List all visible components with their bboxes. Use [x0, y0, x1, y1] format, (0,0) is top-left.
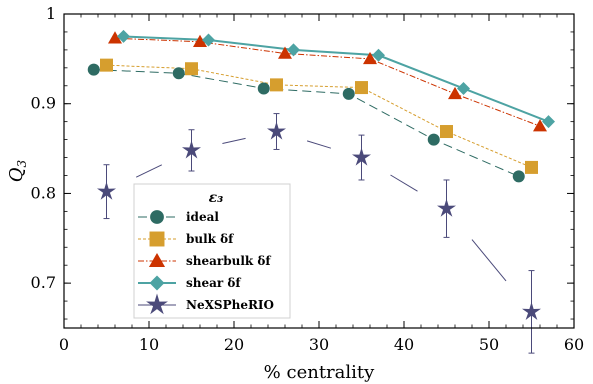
legend-item-ideal: ideal: [138, 210, 219, 224]
data-point-shear-f: [457, 81, 470, 95]
y-axis-title-main: Q: [6, 167, 27, 182]
data-point-nexspherio: [351, 147, 372, 166]
data-point-shearbulk-f: [533, 119, 547, 132]
data-point-ideal: [512, 170, 525, 183]
series-line-nexspherio: [390, 174, 418, 192]
y-axis-title: Q3: [6, 159, 29, 182]
data-point-shear-f: [117, 29, 130, 43]
legend-marker-shearbulk-f: [148, 252, 166, 268]
data-point-shear-f: [372, 48, 385, 62]
y-tick-label: 0.7: [31, 273, 56, 292]
legend-marker-shear-f: [149, 275, 165, 291]
series-markers: [87, 29, 555, 320]
series-line-shearbulk-f: [114, 37, 541, 127]
series-line-nexspherio: [306, 140, 332, 149]
x-tick-label: 40: [394, 335, 414, 354]
y-axis-title-sub: 3: [15, 159, 29, 167]
legend-title: ε₃: [209, 190, 224, 206]
x-tick-label: 20: [224, 335, 244, 354]
legend-box: [133, 183, 291, 319]
legend-label-ideal: ideal: [186, 210, 219, 224]
data-point-shearbulk-f: [363, 51, 377, 65]
data-point-ideal: [87, 63, 100, 76]
data-point-ideal: [342, 87, 355, 100]
data-point-ideal: [427, 133, 440, 146]
axis-ticks: 0 10 20 30 40 50 60 0.7 0.8 0.9 1: [31, 4, 585, 354]
data-point-nexspherio: [436, 198, 457, 217]
data-point-bulk-f: [100, 58, 113, 72]
data-point-bulk-f: [355, 81, 368, 95]
data-point-bulk-f: [525, 160, 538, 174]
data-point-shearbulk-f: [278, 46, 292, 59]
y-tick-label: 0.8: [31, 183, 56, 202]
series-line-bulk-f: [106, 64, 532, 168]
legend-item-shear-f: shear δf: [138, 275, 241, 291]
legend-item-nexspherio: NeXSPheRIO: [138, 293, 274, 315]
y-tick-label: 1: [46, 4, 56, 23]
data-point-nexspherio: [181, 140, 202, 159]
data-point-ideal: [172, 67, 185, 80]
data-point-shearbulk-f: [448, 86, 462, 100]
x-axis-title: % centrality: [264, 362, 375, 383]
legend-label-bulk-f: bulk δf: [186, 232, 234, 246]
x-tick-label: 50: [479, 335, 499, 354]
series-line-nexspherio: [471, 239, 507, 282]
legend-label-shear-f: shear δf: [186, 276, 241, 290]
legend-marker-bulk-f: [149, 231, 165, 247]
series-line-ideal: [93, 69, 519, 177]
x-tick-label: 30: [309, 335, 329, 354]
series-line-nexspherio: [222, 137, 246, 145]
data-point-bulk-f: [440, 125, 453, 139]
data-point-shear-f: [202, 33, 215, 47]
x-tick-label: 0: [59, 335, 69, 354]
legend-item-shearbulk-f: shearbulk δf: [138, 252, 271, 268]
data-point-shearbulk-f: [193, 34, 207, 48]
data-point-bulk-f: [270, 78, 283, 92]
data-point-nexspherio: [96, 181, 117, 200]
y-tick-label: 0.9: [31, 94, 56, 113]
x-tick-label: 10: [139, 335, 159, 354]
data-point-shear-f: [287, 43, 300, 57]
x-tick-label: 60: [564, 335, 584, 354]
series-line-nexspherio: [135, 164, 163, 178]
data-point-shearbulk-f: [108, 31, 122, 44]
data-point-shear-f: [542, 115, 555, 129]
legend-marker-nexspherio: [146, 293, 168, 315]
legend-label-nexspherio: NeXSPheRIO: [186, 298, 274, 312]
data-point-bulk-f: [185, 62, 198, 76]
data-point-nexspherio: [521, 301, 542, 320]
legend-marker-ideal: [150, 210, 164, 224]
legend-item-bulk-f: bulk δf: [138, 231, 234, 247]
data-point-ideal: [257, 82, 270, 95]
legend: ε₃ ideal bulk δf shearbulk δf shear δf NeXSPh…: [133, 183, 291, 319]
data-point-nexspherio: [266, 121, 287, 140]
series-line-shear-f: [123, 35, 549, 123]
svg-text:Q3: Q3: [6, 159, 29, 182]
legend-label-shearbulk-f: shearbulk δf: [186, 254, 271, 268]
